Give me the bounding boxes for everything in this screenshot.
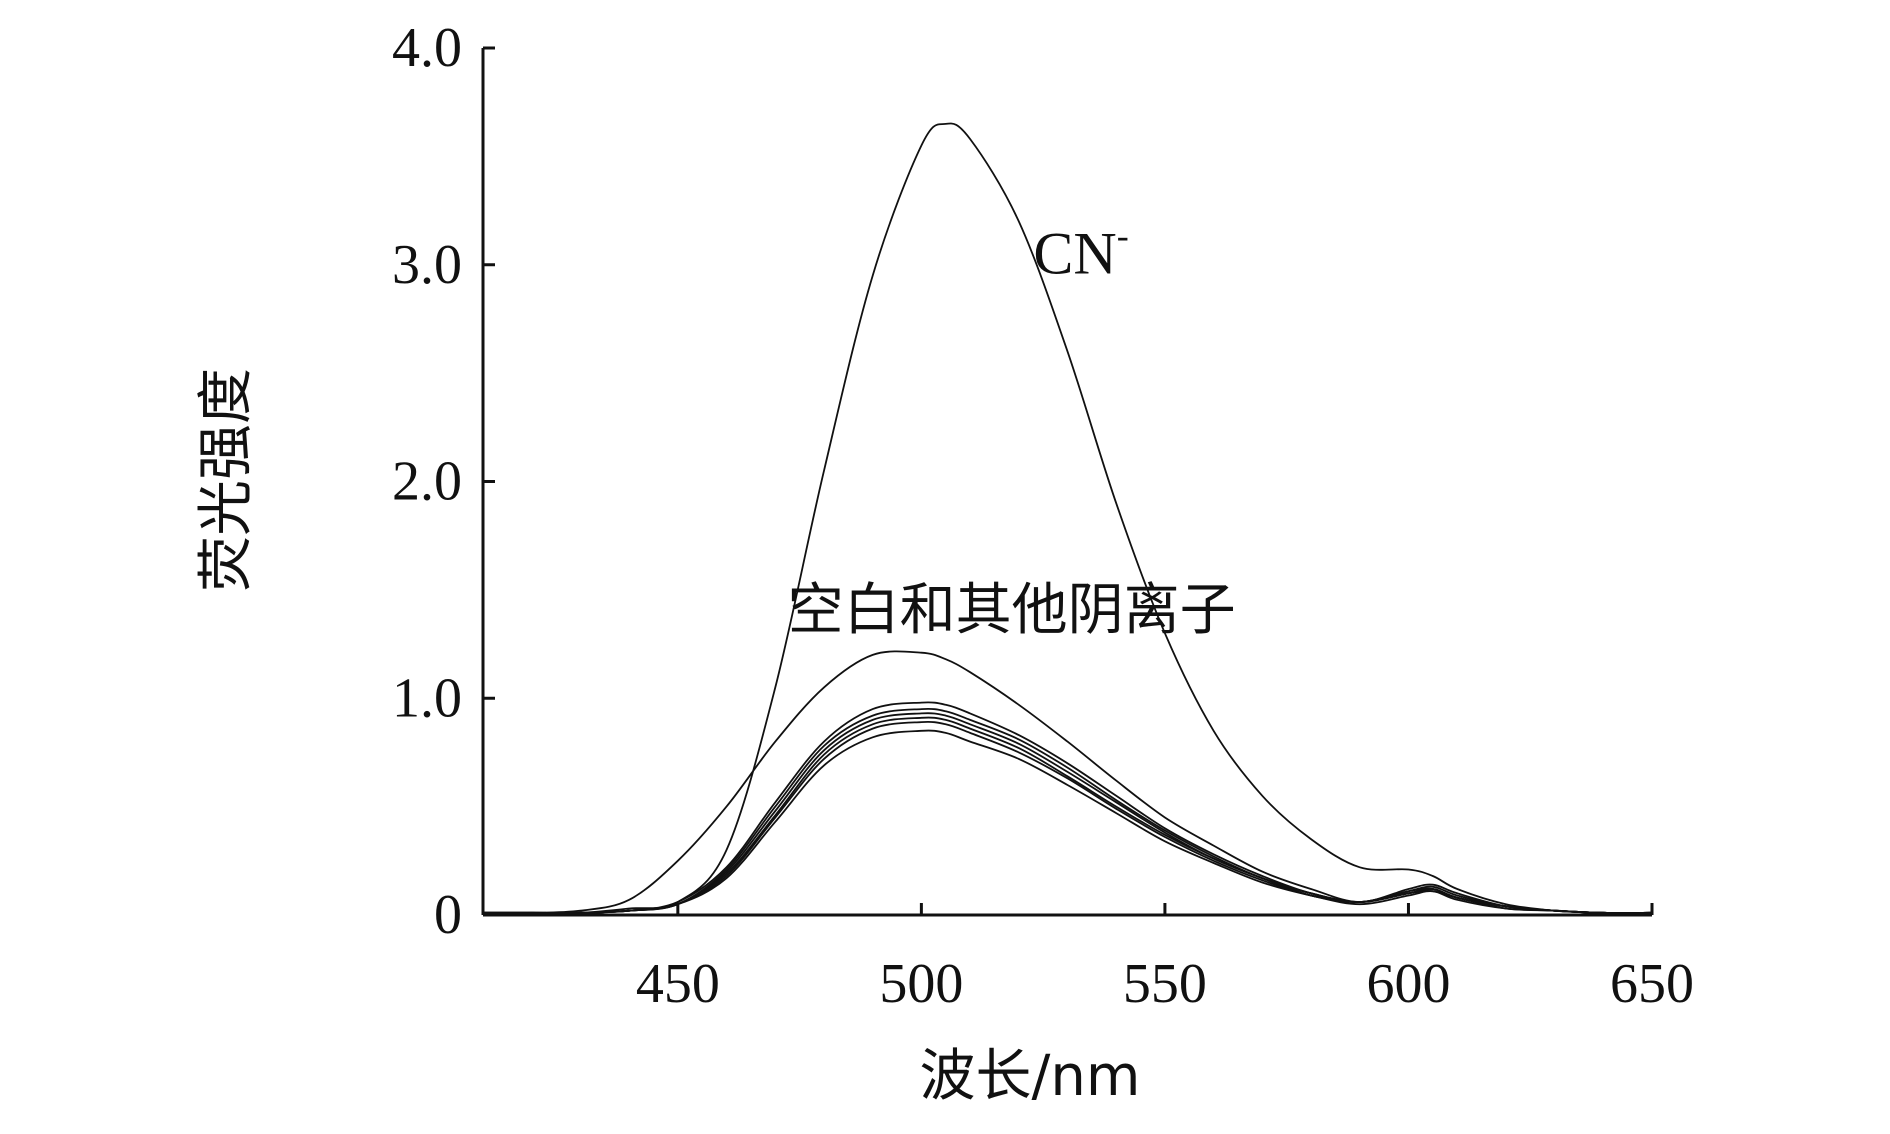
annotation-blank-and-other-anions: 空白和其他阴离子 [788,578,1236,643]
ticks [483,46,1654,917]
x-tick-label-550: 550 [1123,953,1207,1015]
y-tick-label-2.0: 2.0 [392,451,462,513]
series-line-1 [482,650,1653,914]
series-line-5 [483,729,1653,914]
annotation-cn: CN- [1033,215,1128,286]
series-line-7 [483,707,1653,914]
y-tick-label-0: 0 [434,884,462,946]
tick-labels: 450 500 550 600 650 0 1.0 2.0 3.0 4.0 [392,17,1694,1015]
annotation-cn-superscript: - [1117,215,1129,255]
y-tick-label-3.0: 3.0 [392,234,462,296]
x-tick-label-650: 650 [1610,953,1694,1015]
series-layer [482,122,1653,915]
annotations: CN- 空白和其他阴离子 [788,215,1236,642]
y-tick-label-1.0: 1.0 [392,667,462,729]
series-line-0 [483,122,1653,915]
x-axis-title: 波长/nm [920,1044,1141,1109]
series-line-4 [483,720,1653,914]
annotation-cn-text: CN [1033,220,1116,286]
series-line-2 [483,701,1653,914]
x-tick-label-600: 600 [1366,953,1450,1015]
x-tick-label-450: 450 [636,953,720,1015]
x-tick-label-500: 500 [879,953,963,1015]
y-tick-label-4.0: 4.0 [392,17,462,79]
series-line-3 [483,712,1653,914]
series-line-6 [483,716,1653,914]
y-axis-title: 荧光强度 [194,368,259,592]
